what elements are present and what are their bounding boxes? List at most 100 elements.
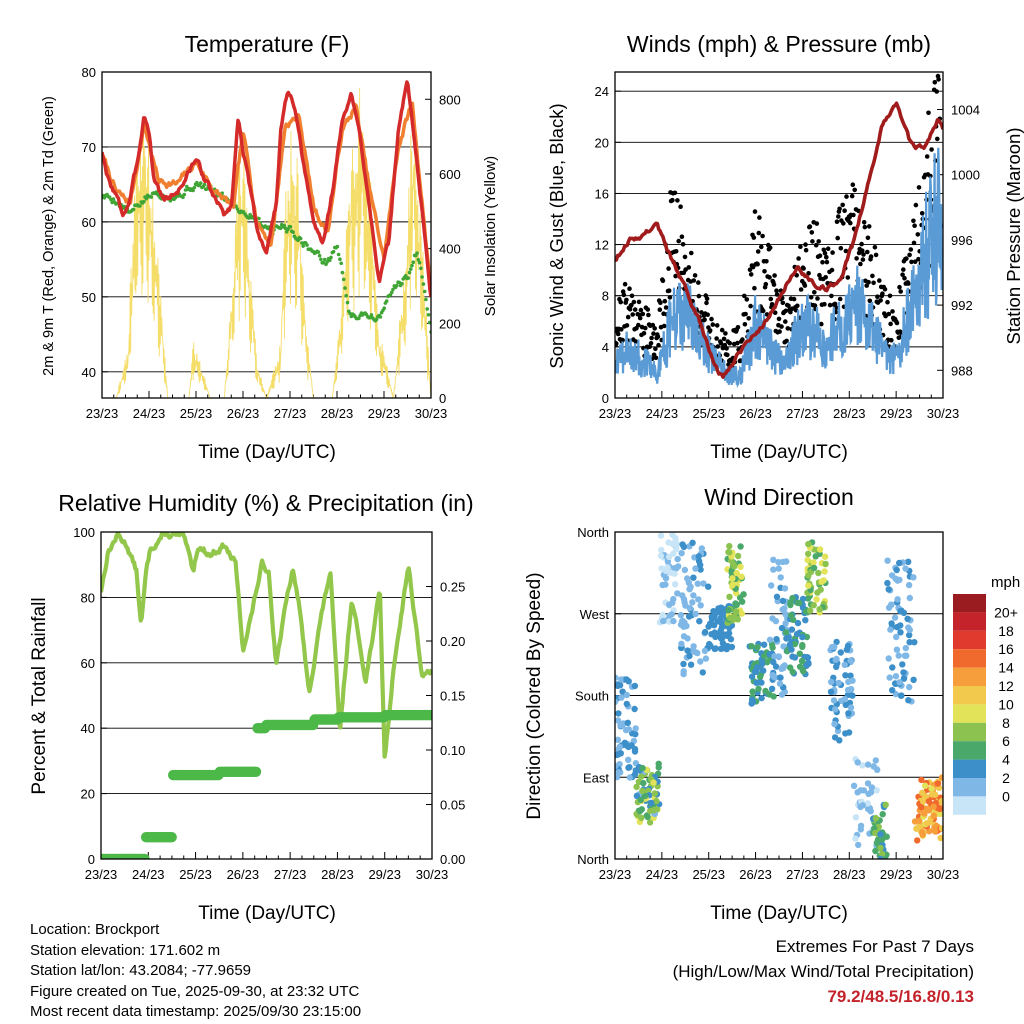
wind-direction-point — [900, 669, 907, 676]
solar-insolation-line — [102, 87, 431, 398]
wind-direction-point — [898, 692, 905, 699]
temperature-panel: Temperature (F) 40 50 60 70 80 23/23 24/23 25/2… — [41, 31, 499, 463]
wind-direction-point — [701, 628, 709, 636]
gust-point — [820, 260, 825, 265]
wind-direction-point — [685, 613, 693, 620]
wind-direction-point — [894, 577, 901, 584]
colorbar-swatch — [953, 612, 986, 631]
wind-direction-point — [896, 559, 903, 567]
gust-point — [870, 273, 875, 279]
wind-direction-point — [664, 564, 671, 571]
dewpoint-point — [191, 188, 195, 193]
colorbar-swatch — [953, 778, 986, 797]
dewpoint-point — [142, 199, 146, 204]
dewpoint-point — [248, 212, 252, 217]
winds-xtick-label: 30/23 — [927, 406, 960, 421]
gust-point — [645, 307, 651, 312]
wind-direction-point — [631, 748, 639, 755]
gust-point — [615, 331, 621, 337]
dewpoint-point — [422, 289, 427, 294]
wind-direction-point — [729, 582, 736, 589]
wind-direction-point — [925, 798, 933, 805]
wind-direction-point — [845, 729, 853, 736]
dewpoint-point — [407, 270, 412, 275]
gust-point — [769, 302, 775, 307]
dewpoint-point — [424, 297, 428, 302]
wind-direction-point — [733, 569, 740, 577]
winds-series-group — [615, 73, 943, 389]
humidity-xtick-label: 24/23 — [132, 867, 165, 882]
wind-direction-point — [928, 785, 935, 792]
wind-direction-point — [884, 579, 891, 587]
wind-direction-point — [918, 776, 925, 784]
wind-direction-point — [695, 596, 702, 603]
dewpoint-point — [317, 253, 322, 258]
extremes-subtitle: (High/Low/Max Wind/Total Precipitation) — [672, 962, 974, 981]
wind-direction-point — [625, 756, 632, 763]
winds-ytick-label: 8 — [602, 289, 609, 304]
gust-point — [845, 275, 851, 280]
rainfall-point — [426, 709, 432, 721]
wind-direction-point — [832, 656, 839, 663]
temperature-xtick-label: 29/23 — [368, 406, 401, 421]
gust-point — [686, 265, 692, 270]
colorbar-swatch — [953, 667, 986, 686]
dewpoint-point — [369, 313, 374, 317]
colorbar-label: 0 — [1002, 788, 1010, 804]
wind-direction-xtick-label: 30/23 — [927, 867, 960, 882]
wind-direction-point — [628, 742, 635, 749]
wind-direction-point — [783, 635, 790, 642]
gust-point — [776, 316, 782, 322]
gust-point — [777, 329, 782, 334]
wind-direction-point — [776, 674, 784, 681]
gust-point — [819, 321, 824, 327]
gust-point — [629, 293, 635, 299]
gust-point — [652, 326, 657, 331]
wind-direction-point — [678, 640, 685, 647]
wind-direction-point — [726, 542, 733, 550]
gust-point — [860, 257, 866, 262]
wind-direction-point — [833, 663, 840, 670]
rainfall-point — [166, 832, 177, 843]
gust-point — [679, 234, 685, 239]
dewpoint-point — [339, 261, 344, 266]
gust-point — [783, 308, 789, 314]
wind-direction-point — [626, 764, 633, 771]
wind-direction-point — [615, 698, 619, 705]
gust-point — [724, 346, 729, 351]
gust-point — [735, 325, 741, 330]
wind-direction-point — [905, 697, 912, 704]
wind-direction-point — [821, 553, 829, 560]
gust-point — [907, 252, 912, 258]
wind-direction-point — [931, 791, 939, 798]
wind-direction-point — [626, 774, 634, 781]
wind-direction-point — [787, 601, 794, 609]
wind-direction-point — [633, 792, 641, 800]
temperature-ytick-right-label: 200 — [439, 316, 461, 331]
wind-direction-point — [886, 674, 893, 681]
wind-direction-point — [847, 657, 854, 664]
gust-point — [822, 301, 827, 307]
gust-point — [767, 245, 773, 250]
gust-point — [673, 249, 679, 254]
gust-point — [822, 250, 828, 256]
gust-point — [843, 248, 849, 254]
colorbar-label: 2 — [1002, 770, 1010, 786]
wind-direction-point — [885, 604, 893, 611]
station-pressure-line — [615, 101, 943, 379]
winds-xlabel: Time (Day/UTC) — [710, 442, 848, 463]
wind-direction-point — [859, 762, 866, 769]
wind-direction-point — [650, 779, 657, 786]
wind-direction-point — [710, 622, 718, 629]
humidity-frame — [100, 531, 433, 860]
dewpoint-point — [291, 230, 295, 234]
colorbar-swatch — [953, 722, 986, 742]
dewpoint-point — [198, 181, 203, 185]
wind-direction-point — [847, 672, 854, 679]
wind-direction-point — [872, 847, 879, 855]
colorbar-label: 4 — [1002, 752, 1010, 768]
gust-point — [772, 273, 777, 278]
humidity-xtick-label: 30/23 — [416, 867, 449, 882]
wind-direction-point — [631, 682, 639, 690]
winds-ylabel: Sonic Wind & Gust (Blue, Black) — [546, 103, 567, 368]
